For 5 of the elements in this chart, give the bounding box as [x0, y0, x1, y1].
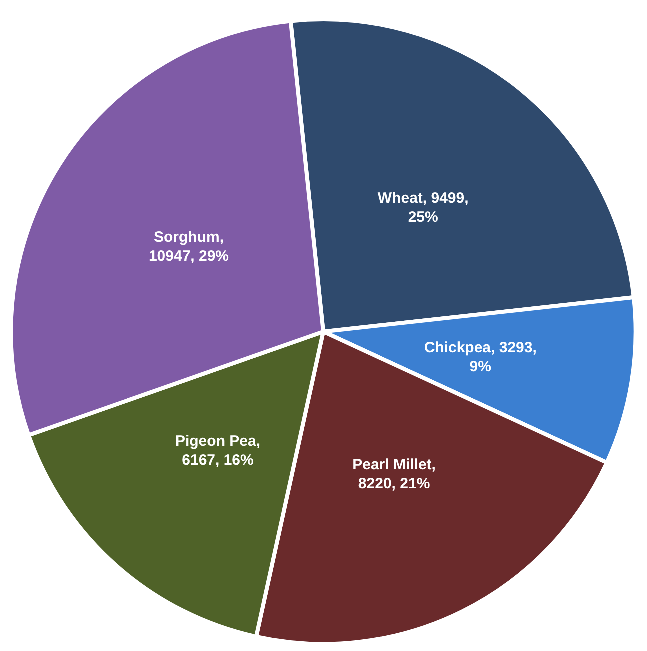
slice-label: Pearl Millet, 8220, 21% — [352, 456, 436, 492]
slice-label: Sorghum, 10947, 29% — [148, 228, 230, 265]
slice-label: Pigeon Pea, 6167, 16% — [175, 433, 261, 470]
slice-label: Wheat, 9499, 25% — [378, 190, 469, 226]
slice-label: Chickpea, 3293, 9% — [424, 339, 537, 376]
